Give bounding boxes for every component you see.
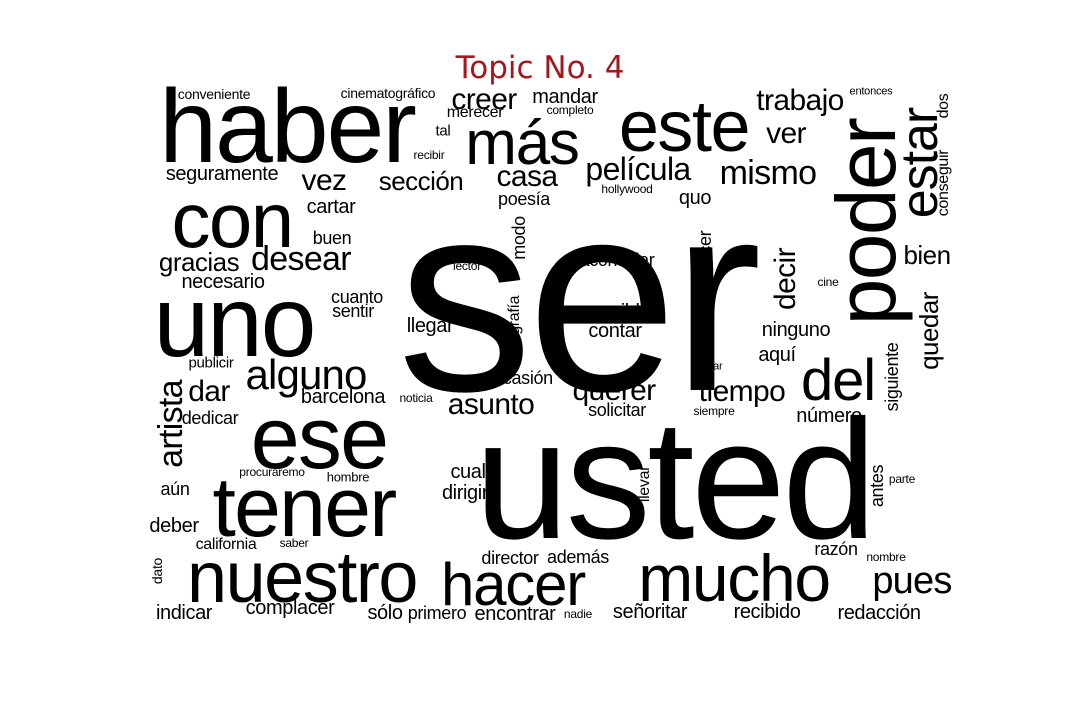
- word-director: director: [481, 548, 539, 568]
- word-ser: ser: [397, 147, 762, 448]
- word-tener: tener: [212, 460, 397, 554]
- word-dos: dos: [935, 93, 952, 119]
- word-dato: dato: [149, 557, 165, 585]
- word-mas: más: [465, 109, 580, 178]
- word-procuraremo: procuraremo: [239, 465, 305, 479]
- word-primero: primero: [407, 603, 467, 623]
- word-ocasion: ocasión: [493, 368, 553, 388]
- word-solicitar: solicitar: [588, 400, 646, 420]
- word-poesia: poesía: [498, 189, 550, 209]
- word-contar: contar: [588, 320, 642, 342]
- word-quedar: quedar: [914, 292, 944, 370]
- word-uno: uno: [153, 266, 317, 378]
- word-nadie: nadie: [563, 607, 593, 621]
- word-pelicula: película: [585, 151, 691, 187]
- word-noticia: noticia: [399, 391, 433, 405]
- word-razon: razón: [814, 539, 858, 559]
- word-decir: decir: [769, 247, 802, 311]
- word-cine: cine: [817, 275, 839, 289]
- word-quo: quo: [678, 187, 712, 209]
- word-entonces: entonces: [849, 85, 893, 98]
- word-cuanto: cuanto: [331, 287, 383, 307]
- word-conveniente: conveniente: [177, 86, 251, 102]
- word-creer: creer: [451, 83, 517, 116]
- word-mandar: mandar: [532, 86, 598, 108]
- word-haber: haber: [159, 69, 417, 185]
- word-seguramente: seguramente: [165, 163, 279, 185]
- word-usted: usted: [474, 385, 877, 575]
- word-del: del: [801, 348, 876, 413]
- word-fotografia: fotografía: [506, 295, 523, 361]
- word-recibir: recibir: [413, 148, 445, 162]
- word-tomar: tomar: [695, 360, 723, 373]
- word-saber: saber: [279, 536, 309, 550]
- word-numero: número: [796, 405, 862, 427]
- word-siguiente: siguiente: [882, 342, 902, 412]
- word-asunto: asunto: [447, 388, 535, 421]
- word-buen: buen: [312, 228, 352, 248]
- word-completo: completo: [546, 103, 594, 117]
- word-tal: tal: [435, 122, 451, 140]
- word-lector: lector: [453, 259, 481, 273]
- word-posible: posible: [589, 301, 651, 323]
- word-parte: parte: [888, 472, 916, 486]
- word-sentir: sentir: [332, 301, 374, 321]
- word-mucho: mucho: [638, 541, 831, 615]
- word-llegar: llegar: [406, 315, 454, 337]
- word-senoritar: señoritar: [612, 601, 688, 623]
- word-mismo: mismo: [719, 154, 817, 192]
- word-querer: querer: [572, 374, 656, 407]
- word-aconsejar: aconsejar: [579, 250, 655, 270]
- word-llevar: llevar: [636, 465, 653, 503]
- word-alguno: alguno: [245, 351, 367, 398]
- word-casa: casa: [496, 160, 559, 193]
- word-antes: antes: [867, 464, 887, 508]
- word-conseguir: conseguir: [935, 149, 952, 217]
- word-hacer: hacer: [440, 551, 586, 618]
- word-california: california: [195, 536, 257, 553]
- word-vez: vez: [301, 164, 347, 197]
- word-siempre: siempre: [693, 404, 735, 418]
- word-cinematografico: cinematográfico: [340, 85, 436, 101]
- word-desear: desear: [251, 240, 352, 278]
- word-este: este: [618, 87, 751, 167]
- word-aun: aún: [160, 479, 190, 499]
- word-ninguno: ninguno: [761, 319, 831, 341]
- word-publicir: publicir: [188, 354, 234, 372]
- word-dirigir: dirigir: [441, 482, 489, 504]
- word-ese: ese: [250, 388, 389, 487]
- word-encontrar: encontrar: [474, 603, 556, 625]
- word-ver: ver: [766, 117, 806, 150]
- word-necesario: necesario: [181, 271, 265, 293]
- word-redaccion: redacción: [837, 602, 921, 624]
- word-indicar: indicar: [155, 602, 213, 624]
- word-deber: deber: [149, 515, 199, 537]
- word-bien: bien: [903, 240, 951, 270]
- word-modo: modo: [509, 216, 529, 260]
- word-pues: pues: [872, 560, 952, 602]
- word-cartar: cartar: [306, 196, 356, 218]
- word-con: con: [171, 176, 294, 264]
- word-gracias: gracias: [158, 247, 240, 277]
- word-aqui: aquí: [758, 344, 796, 366]
- word-solo: sólo: [367, 602, 403, 624]
- word-ademas: además: [547, 547, 609, 567]
- word-nuestro: nuestro: [186, 538, 419, 618]
- word-tiempo: tiempo: [698, 375, 786, 408]
- word-hollywood: hollywood: [601, 182, 653, 196]
- word-barcelona: barcelona: [300, 386, 386, 408]
- word-cual: cual: [450, 461, 486, 483]
- word-complacer: complacer: [245, 597, 335, 619]
- word-recibido: recibido: [733, 601, 801, 623]
- chart-title: Topic No. 4: [455, 50, 625, 86]
- word-dar: dar: [188, 375, 230, 408]
- word-nombre: nombre: [866, 550, 906, 564]
- word-dedicar: dedicar: [181, 408, 239, 428]
- word-hombre: hombre: [326, 469, 370, 485]
- word-parecer: parecer: [695, 230, 715, 290]
- word-seccion: sección: [378, 166, 464, 196]
- word-merecer: merecer: [446, 104, 504, 121]
- word-trabajo: trabajo: [756, 84, 844, 117]
